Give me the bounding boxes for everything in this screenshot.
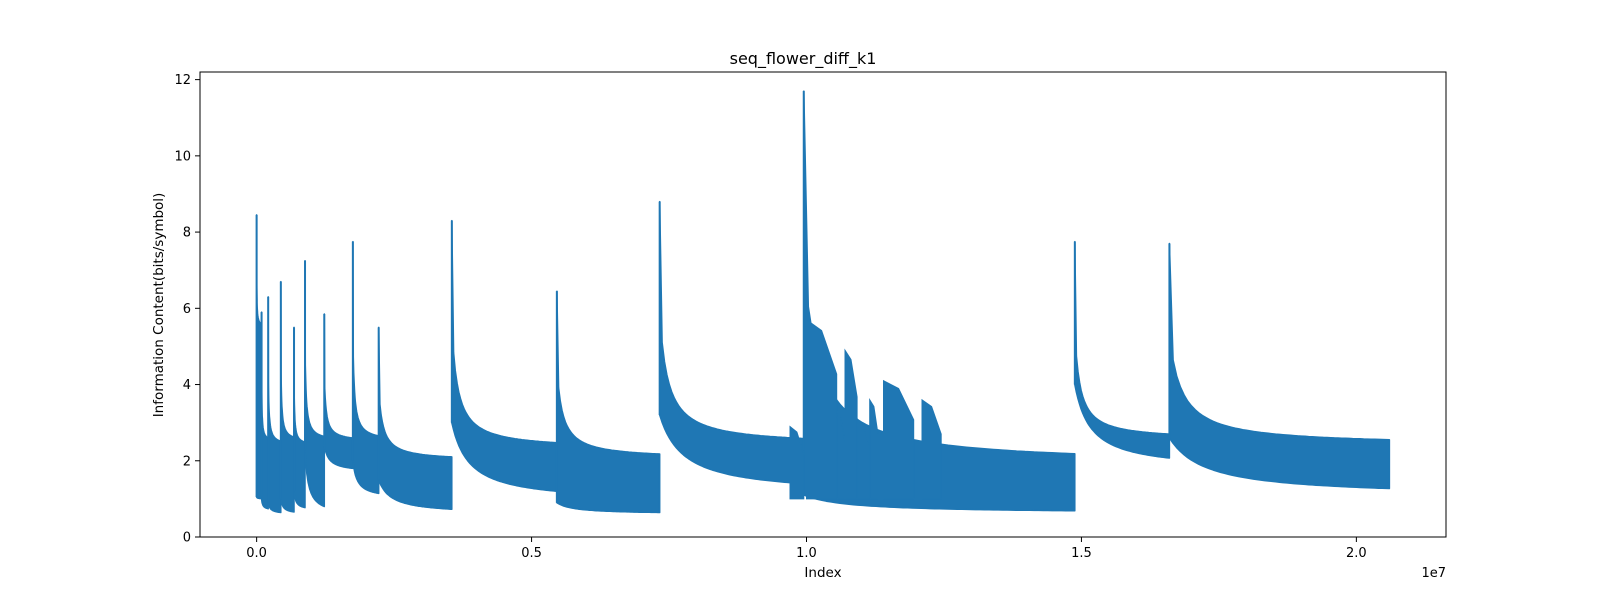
x-tick-label: 1.0 [796, 546, 817, 561]
series-bump-4 [856, 417, 871, 500]
series-bump-0 [789, 425, 805, 500]
x-axis-offset-label: 1e7 [1421, 566, 1446, 581]
chart-title: seq_flower_diff_k1 [730, 49, 877, 69]
series-segment-14 [1168, 242, 1391, 490]
y-axis-label: Information Content(bits/symbol) [151, 193, 167, 418]
y-tick-label: 12 [174, 73, 191, 88]
y-tick-label: 0 [183, 531, 191, 546]
y-tick-label: 2 [183, 454, 191, 469]
x-tick-label: 1.5 [1071, 546, 1092, 561]
x-tick-label: 2.0 [1346, 546, 1367, 561]
y-axis: 0 2 4 6 8 10 12 [174, 73, 200, 546]
series-bump-5 [869, 398, 879, 500]
series-bump-2 [836, 409, 846, 500]
y-tick-label: 10 [174, 149, 191, 164]
series-bump-3 [844, 348, 858, 500]
series-bump-1 [806, 318, 838, 500]
plot-area [255, 90, 1391, 514]
y-tick-label: 6 [183, 302, 191, 317]
y-tick-label: 4 [183, 378, 191, 393]
x-tick-label: 0.0 [246, 546, 267, 561]
axes-frame [199, 71, 1447, 538]
x-axis-label: Index [804, 565, 841, 581]
x-axis: 0.0 0.5 1.0 1.5 2.0 [246, 537, 1367, 561]
y-tick-label: 8 [183, 226, 191, 241]
series-segment-8 [377, 326, 453, 510]
series-bump-7 [921, 398, 942, 500]
x-tick-label: 0.5 [521, 546, 542, 561]
series-segment-10 [556, 290, 661, 514]
series-bump-6 [883, 379, 915, 500]
